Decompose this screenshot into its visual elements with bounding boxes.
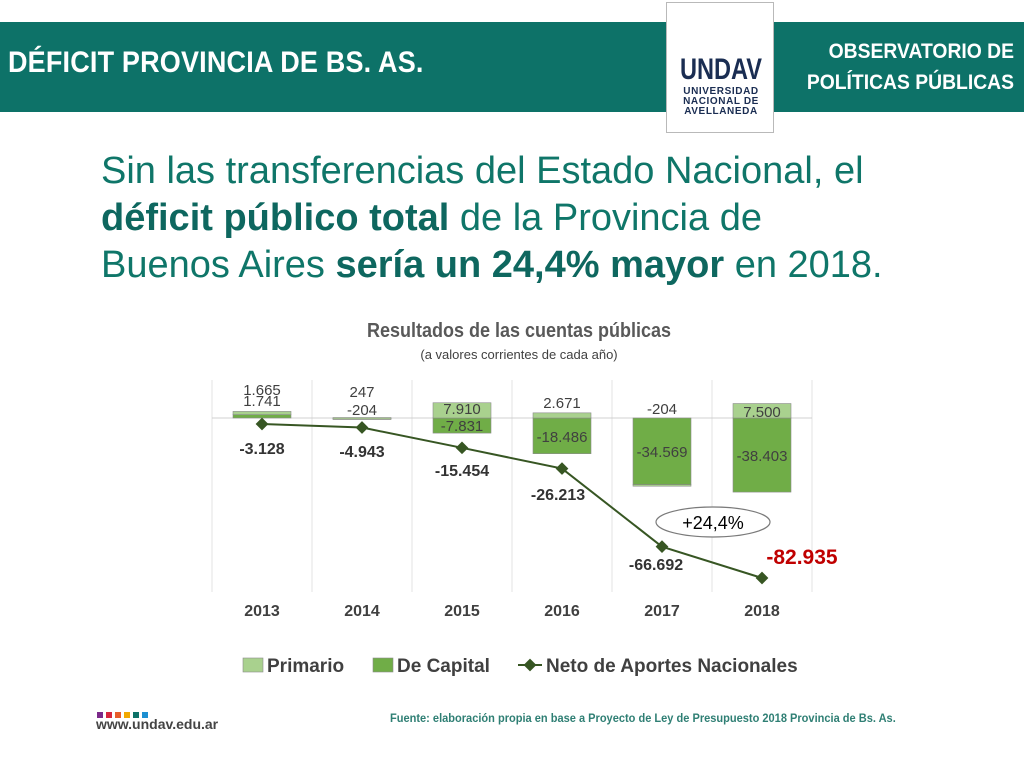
net-line-path <box>261 423 763 579</box>
net-line-marker <box>455 441 469 455</box>
footer-dot <box>124 712 130 718</box>
capital-bar <box>632 417 692 485</box>
annotation-ellipse <box>655 506 771 538</box>
primary-value-label: 7.500 <box>743 404 781 421</box>
logo-caption: UNIVERSIDAD NACIONAL DE AVELLANEDA <box>671 87 771 117</box>
logo-line-3: AVELLANEDA <box>684 106 758 117</box>
footer-color-dots <box>97 705 151 723</box>
headline-bold-1: déficit público total <box>101 197 450 239</box>
university-logo: UNDAV UNIVERSIDAD NACIONAL DE AVELLANEDA <box>666 2 774 133</box>
chart-legend: Primario De Capital Neto de Aportes Nacion… <box>242 656 798 677</box>
net-line-marker <box>355 421 369 434</box>
legend-capital-label: De Capital <box>397 656 490 677</box>
primary-bar <box>732 403 792 419</box>
footer-dot <box>133 712 139 718</box>
capital-value-label: -204 <box>347 402 377 419</box>
observatory-line-2: POLÍTICAS PÚBLICAS <box>806 71 1014 94</box>
footer-dot <box>115 712 121 718</box>
footer-dot <box>142 712 148 718</box>
headline-part-2: de la Provincia de <box>449 197 762 239</box>
x-tick-label: 2013 <box>244 603 280 620</box>
legend-primary-label: Primario <box>267 656 344 677</box>
header-bar <box>0 22 1024 112</box>
net-value-label: -66.692 <box>629 557 683 574</box>
primary-bar <box>232 411 292 415</box>
net-value-label: -4.943 <box>339 444 384 461</box>
primary-value-label: 7.910 <box>443 401 481 418</box>
undav-logo-mark: UNDAV <box>680 53 762 83</box>
primary-value-label: 1.665 <box>243 382 281 399</box>
net-value-label: -15.454 <box>435 463 489 480</box>
capital-value-label: -38.403 <box>737 448 788 465</box>
chart-bars <box>232 402 792 493</box>
logo-line-2: NACIONAL DE <box>683 96 759 107</box>
primary-bar <box>332 417 392 420</box>
chart-x-ticks: 2013 2014 2015 2016 2017 2018 <box>244 603 780 620</box>
x-tick-label: 2018 <box>744 603 780 620</box>
chart-annotation: +24,4% <box>655 506 771 538</box>
capital-bar <box>232 414 292 419</box>
footer-dot <box>106 712 112 718</box>
footer-dot <box>97 712 103 718</box>
logo-line-1: UNIVERSIDAD <box>683 86 759 97</box>
headline-part-3: Buenos Aires <box>101 244 336 286</box>
legend-capital-swatch <box>372 657 394 673</box>
capital-value-label: -18.486 <box>537 429 588 446</box>
capital-bar <box>732 417 792 493</box>
capital-value-label: -7.831 <box>441 418 484 435</box>
legend-primary-swatch <box>242 657 264 673</box>
primary-value-label: -204 <box>647 401 677 418</box>
capital-value-label: 1.741 <box>243 393 281 410</box>
chart-title: Resultados de las cuentas públicas <box>367 320 671 342</box>
x-tick-label: 2017 <box>644 603 680 620</box>
net-value-label: -26.213 <box>531 487 585 504</box>
primary-bar <box>432 402 492 419</box>
primary-value-label: 247 <box>349 384 374 401</box>
net-line-marker <box>755 571 769 585</box>
page-title: DÉFICIT PROVINCIA DE BS. AS. <box>8 46 424 79</box>
annotation-label: +24,4% <box>682 513 744 533</box>
net-line-marker <box>255 417 269 431</box>
net-value-label-highlight: -82.935 <box>766 546 838 569</box>
headline-part-4: en 2018. <box>724 244 883 286</box>
observatory-name: OBSERVATORIO DE POLÍTICAS PÚBLICAS <box>784 36 1014 98</box>
x-tick-label: 2014 <box>344 603 380 620</box>
headline-bold-2: sería un 24,4% mayor <box>335 244 725 286</box>
primary-value-label: 2.671 <box>543 395 581 412</box>
logo-mark-text: UNDAV <box>680 53 762 83</box>
legend-net-marker <box>523 658 537 672</box>
headline: Sin las transferencias del Estado Nacion… <box>101 148 981 289</box>
x-tick-label: 2016 <box>544 603 580 620</box>
source-note: Fuente: elaboración propia en base a Pro… <box>390 711 896 725</box>
x-tick-label: 2015 <box>444 603 480 620</box>
legend-net-label: Neto de Aportes Nacionales <box>546 656 798 677</box>
observatory-line-1: OBSERVATORIO DE <box>828 40 1014 63</box>
net-value-label: -3.128 <box>239 441 284 458</box>
primary-bar <box>632 484 692 487</box>
capital-value-label: -34.569 <box>637 444 688 461</box>
chart-subtitle: (a valores corrientes de cada año) <box>420 347 617 362</box>
headline-part-1: Sin las transferencias del Estado Nacion… <box>101 150 864 192</box>
chart-grid <box>211 380 813 592</box>
website-link[interactable]: www.undav.edu.ar <box>96 716 219 732</box>
primary-bar <box>532 412 592 419</box>
